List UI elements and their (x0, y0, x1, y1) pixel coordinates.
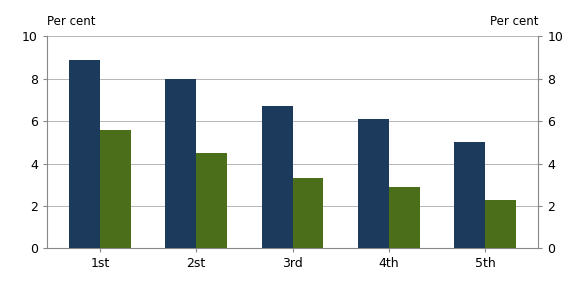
Bar (389, 187, 419, 248)
Bar (485, 200, 516, 248)
Text: Per cent: Per cent (490, 15, 538, 28)
Bar (358, 119, 389, 248)
Bar (261, 106, 292, 248)
Bar (69, 60, 100, 248)
Legend: Energy, Electricity and gas: Energy, Electricity and gas (184, 300, 401, 303)
Bar (292, 178, 324, 248)
Bar (166, 79, 196, 248)
Bar (100, 130, 131, 248)
Bar (454, 142, 485, 248)
Bar (196, 153, 227, 248)
Text: Per cent: Per cent (47, 15, 95, 28)
